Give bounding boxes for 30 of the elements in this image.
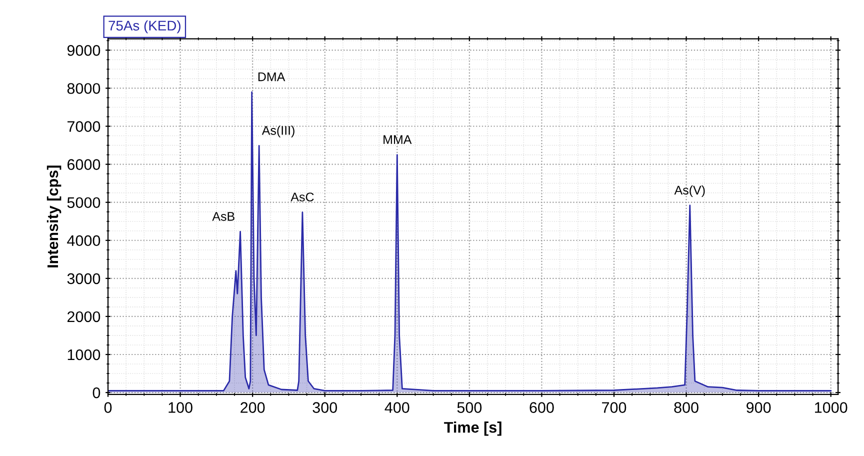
x-tick-label: 400 bbox=[384, 402, 410, 413]
y-tick-label: 3000 bbox=[67, 273, 100, 284]
x-axis-title: Time [s] bbox=[444, 422, 502, 436]
annotation: DMA bbox=[258, 72, 286, 82]
annotation: As(III) bbox=[262, 126, 294, 138]
y-tick-label: 5000 bbox=[67, 197, 100, 208]
y-tick-label: 6000 bbox=[68, 159, 100, 170]
x-tick-label: 200 bbox=[240, 402, 265, 413]
y-tick-label: 9000 bbox=[67, 45, 100, 56]
y-tick-label: 4000 bbox=[67, 235, 100, 246]
x-tick-label: 700 bbox=[602, 402, 626, 413]
y-tick-label: 0 bbox=[92, 387, 100, 398]
x-tick-label: 500 bbox=[457, 402, 482, 413]
x-tick-label: 900 bbox=[746, 402, 771, 413]
y-tick-label: 2000 bbox=[67, 311, 100, 322]
annotation: MMA bbox=[384, 135, 412, 144]
annotation: As(V) bbox=[674, 185, 705, 198]
x-tick-label: 800 bbox=[674, 402, 698, 413]
y-tick-label: 7000 bbox=[68, 121, 100, 132]
annotation: AsC bbox=[290, 192, 314, 202]
y-tick-label: 8000 bbox=[67, 83, 100, 94]
y-tick-label: 1000 bbox=[68, 349, 100, 360]
x-tick-label: 600 bbox=[530, 402, 554, 413]
x-tick-label: 0 bbox=[104, 402, 112, 413]
x-tick-label: 1000 bbox=[815, 402, 848, 413]
x-tick-label: 300 bbox=[312, 402, 338, 413]
chart-title: 75As (KED) bbox=[108, 20, 180, 34]
x-tick-label: 100 bbox=[168, 402, 192, 413]
annotation: AsB bbox=[212, 212, 234, 221]
y-axis-title: Intensity [cps] bbox=[46, 166, 62, 268]
